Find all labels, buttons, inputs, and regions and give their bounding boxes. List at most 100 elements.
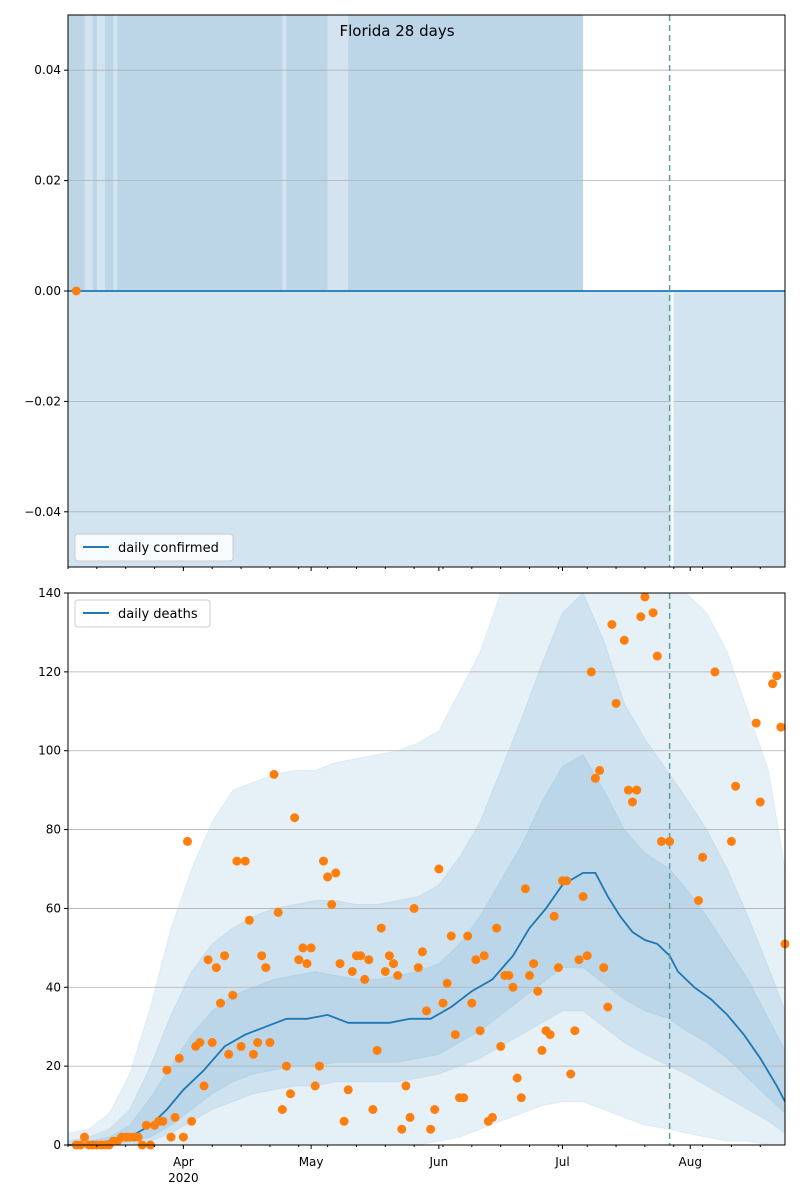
observed-point (364, 955, 374, 965)
observed-point (636, 612, 646, 622)
observed-point (360, 974, 370, 984)
x-tick-sublabel: 2020 (168, 1171, 199, 1185)
confirmed-axes: −0.04 −0.02 0.00 0.02 0.04 (24, 14, 786, 571)
observed-point (595, 765, 605, 775)
observed-point (450, 1030, 460, 1040)
observed-point (422, 1006, 431, 1016)
daily-deaths-line (68, 872, 786, 1146)
observed-point (298, 943, 308, 953)
observed-point (553, 963, 563, 973)
observed-point (327, 900, 337, 909)
y-tick-label: −0.02 (24, 394, 61, 408)
observed-point (533, 986, 543, 996)
x-tick-label: May (299, 1155, 324, 1169)
observed-point (545, 1030, 555, 1040)
observed-point (665, 836, 675, 846)
chart-title: Florida 28 days (339, 22, 454, 40)
observed-point (141, 1120, 151, 1130)
observed-point (632, 785, 642, 795)
observed-point (463, 931, 473, 941)
observed-point (376, 923, 386, 933)
observed-point (314, 1061, 324, 1071)
observed-point (611, 698, 621, 708)
observed-point (281, 1061, 291, 1071)
observed-point (158, 1116, 168, 1126)
observed-point (768, 679, 778, 689)
y-tick-label: 40 (46, 980, 61, 994)
observed-point (574, 955, 584, 965)
observed-point (603, 1002, 613, 1012)
confirmed-upper-band-gap (96, 15, 106, 291)
observed-point (562, 876, 572, 886)
observed-point (442, 978, 452, 988)
y-tick-label: 140 (38, 586, 61, 600)
observed-point (372, 1045, 382, 1055)
observed-point (648, 608, 658, 618)
observed-point (339, 1116, 349, 1126)
deaths-axes: 0 20 40 60 80 100 120 140 Apr 2020 May Jun Jul Aug (38, 586, 786, 1185)
observed-point (261, 963, 271, 973)
confirmed-upper-band-gap (282, 15, 287, 291)
observed-point (331, 868, 341, 878)
observed-point (582, 951, 592, 961)
y-tick-label: 80 (46, 823, 61, 837)
observed-point (426, 1124, 436, 1134)
observed-point (244, 915, 254, 925)
y-tick-label: 0.04 (34, 63, 61, 77)
observed-point (343, 1085, 353, 1095)
observed-point (240, 856, 250, 866)
observed-point (504, 971, 514, 980)
observed-point (487, 1112, 497, 1122)
observed-point (162, 1065, 172, 1075)
observed-point (71, 286, 81, 296)
observed-point (273, 907, 283, 917)
y-tick-label: 0.00 (34, 284, 61, 298)
observed-point (578, 892, 588, 902)
observed-point (178, 1132, 188, 1142)
observed-point (265, 1038, 275, 1047)
observed-point (286, 1089, 295, 1099)
observed-point (496, 1041, 506, 1051)
deaths-series (68, 593, 786, 1146)
observed-point (512, 1073, 522, 1083)
confirmed-bands (68, 15, 785, 567)
observed-point (166, 1132, 176, 1142)
observed-point (397, 1124, 407, 1134)
legend-label: daily confirmed (118, 541, 219, 556)
observed-point (471, 955, 481, 965)
observed-point (405, 1112, 415, 1122)
confirmed-series (68, 15, 785, 567)
y-tick-label: 120 (38, 665, 61, 679)
y-tick-label: −0.04 (24, 505, 61, 519)
confirmed-upper-band-gap (113, 15, 118, 291)
observed-point (710, 667, 720, 677)
x-tick-label: Jun (428, 1155, 448, 1169)
observed-point (467, 998, 477, 1008)
observed-point (698, 852, 708, 862)
observed-point (211, 963, 221, 973)
observed-point (380, 967, 390, 976)
observed-point (590, 773, 600, 783)
observed-point (347, 967, 357, 976)
observed-point (751, 718, 761, 728)
observed-point (438, 998, 448, 1008)
observed-point (306, 943, 316, 953)
observed-point (310, 1081, 320, 1091)
observed-point (656, 836, 666, 846)
observed-point (384, 951, 394, 961)
observed-point (413, 963, 423, 973)
observed-point (731, 781, 741, 791)
x-tick-label: Aug (679, 1155, 702, 1169)
x-tick-label: Apr (173, 1155, 194, 1169)
observed-point (319, 856, 328, 866)
forecast-gap (670, 292, 674, 567)
observed-point (253, 1038, 263, 1047)
legend-label: daily deaths (118, 607, 198, 622)
observed-point (80, 1132, 89, 1142)
observed-point (294, 955, 304, 965)
observed-point (492, 923, 502, 933)
confirmed-panel: −0.04 −0.02 0.00 0.02 0.04 Florida 28 days d… (24, 14, 786, 571)
observed-point (726, 836, 736, 846)
confirmed-legend: daily confirmed (74, 533, 234, 562)
observed-point (525, 971, 534, 980)
